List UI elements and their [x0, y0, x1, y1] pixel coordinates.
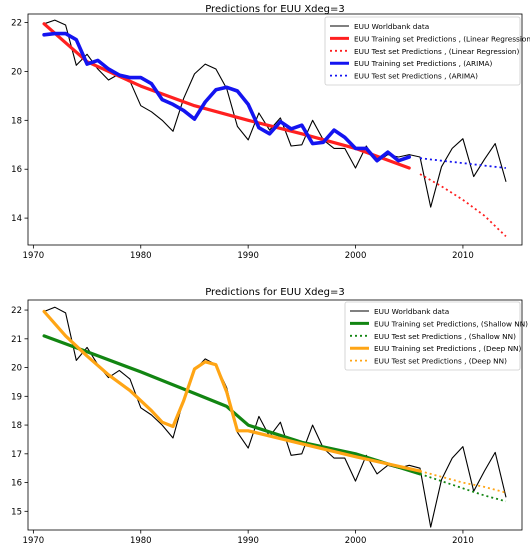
x-tick-label: 2000	[345, 536, 367, 546]
y-tick-label: 18	[11, 421, 22, 431]
axes-frame	[27, 13, 523, 246]
y-tick-label: 16	[11, 479, 22, 489]
series-line-2	[419, 173, 507, 238]
legend-label: EUU Test set Predictions , (Deep NN)	[374, 357, 507, 366]
chart-top: Predictions for EUU Xdeg=3 1970 1980 1990 2…	[11, 4, 530, 261]
legend-label: EUU Training set Predictions , (Deep NN)	[374, 344, 522, 353]
legend-label: EUU Worldbank data	[374, 307, 449, 316]
series-line-3	[42, 309, 422, 473]
x-tick-label: 1980	[130, 536, 152, 546]
legend-label: EUU Test set Predictions , (Linear Regre…	[354, 47, 520, 56]
x-tick-label: 1980	[130, 251, 152, 261]
y-tick-label: 17	[11, 450, 22, 460]
x-tick-label: 1990	[237, 251, 259, 261]
series-line-4	[419, 470, 507, 494]
chart-title: Predictions for EUU Xdeg=3	[205, 4, 345, 15]
plot-area	[42, 306, 507, 528]
axes-frame	[27, 299, 523, 531]
legend-label: EUU Training set Predictions , (ARIMA)	[354, 59, 493, 68]
series-line-1	[42, 22, 411, 170]
y-tick-label: 19	[11, 392, 22, 402]
legend: EUU Worldbank data EUU Training set Predi…	[324, 16, 530, 86]
x-tick-label: 2000	[345, 251, 367, 261]
chart-title: Predictions for EUU Xdeg=3	[205, 287, 345, 298]
x-tick-label: 1990	[237, 536, 259, 546]
legend-box	[344, 301, 521, 371]
legend-box	[324, 16, 521, 86]
x-tick-label: 2010	[452, 536, 474, 546]
legend-label: EUU Training set Predictions , (Linear R…	[354, 34, 530, 43]
x-tick-label: 1970	[23, 536, 45, 546]
series-line-4	[419, 157, 506, 169]
x-tick-label: 2010	[452, 251, 474, 261]
y-tick-label: 16	[11, 165, 22, 175]
legend-label: EUU Test set Predictions , (ARIMA)	[354, 72, 478, 81]
y-tick-label: 22	[11, 19, 22, 29]
y-tick-label: 15	[11, 507, 22, 517]
series-line-3	[42, 31, 412, 163]
y-tick-label: 20	[11, 364, 22, 374]
legend-label: EUU Test set Predictions , (Shallow NN)	[374, 332, 516, 341]
x-tick-label: 1970	[23, 251, 45, 261]
legend-label: EUU Training set Predictions, (Shallow N…	[374, 319, 528, 328]
y-tick-label: 18	[11, 116, 22, 126]
series-line-1	[42, 334, 422, 476]
legend-label: EUU Worldbank data	[354, 22, 429, 31]
chart-bottom: Predictions for EUU Xdeg=3 1970 1980 1990 2…	[11, 287, 528, 546]
y-tick-label: 20	[11, 67, 22, 77]
plot-area	[42, 19, 507, 238]
series-line-0	[43, 306, 507, 528]
y-tick-label: 21	[11, 335, 22, 345]
y-tick-label: 14	[11, 214, 22, 224]
legend: EUU Worldbank data EUU Training set Predi…	[344, 301, 528, 371]
y-tick-label: 22	[11, 306, 22, 316]
series-line-2	[419, 473, 507, 503]
